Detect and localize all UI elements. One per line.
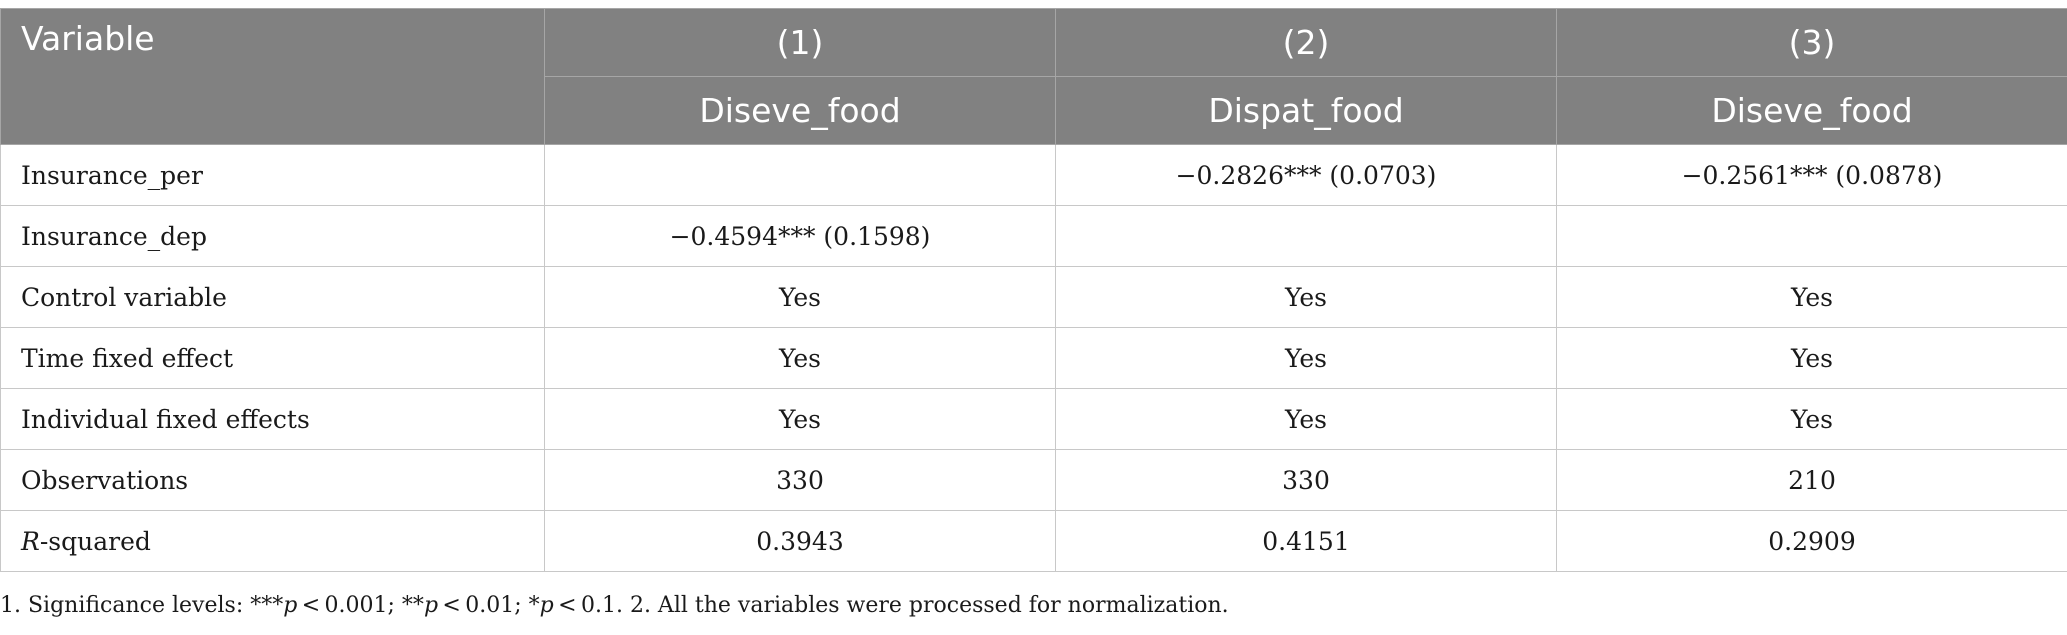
cell: 0.3943 (544, 510, 1056, 572)
r-symbol: R (21, 526, 40, 556)
column-name-1: Diseve_food (544, 76, 1056, 145)
table-row: Observations 330 330 210 (0, 449, 2067, 511)
cell: Yes (544, 388, 1056, 450)
column-number-3: (3) (1556, 8, 2067, 77)
row-label: Individual fixed effects (0, 388, 545, 450)
cell: Yes (544, 266, 1056, 328)
cell: 0.4151 (1055, 510, 1557, 572)
footnote-text: < 0.1. 2. All the variables were process… (553, 593, 1229, 618)
cell: Yes (1556, 388, 2067, 450)
cell: 330 (1055, 449, 1557, 511)
column-name-3: Diseve_food (1556, 76, 2067, 145)
cell: 330 (544, 449, 1056, 511)
table-row: R-squared 0.3943 0.4151 0.2909 (0, 510, 2067, 572)
row-label: Observations (0, 449, 545, 511)
row-label: R-squared (0, 510, 545, 572)
table-header: Variable (1) (2) (3) Diseve_food Dispat_… (0, 8, 2067, 145)
row-label: Time fixed effect (0, 327, 545, 389)
column-number-2: (2) (1055, 8, 1557, 77)
cell (1055, 205, 1557, 267)
cell: −0.4594*** (0.1598) (544, 205, 1056, 267)
table-row: Individual fixed effects Yes Yes Yes (0, 388, 2067, 450)
column-name-2: Dispat_food (1055, 76, 1557, 145)
row-label: Insurance_per (0, 144, 545, 206)
cell: −0.2561*** (0.0878) (1556, 144, 2067, 206)
table-row: Insurance_per −0.2826*** (0.0703) −0.256… (0, 144, 2067, 206)
row-label: Insurance_dep (0, 205, 545, 267)
p-symbol: p (283, 593, 298, 618)
cell: Yes (1556, 266, 2067, 328)
cell (544, 144, 1056, 206)
cell: Yes (1556, 327, 2067, 389)
cell (1556, 205, 2067, 267)
footnote-text: 1. Significance levels: *** (0, 593, 284, 618)
row-label-rest: -squared (39, 526, 151, 556)
column-number-1: (1) (544, 8, 1056, 77)
cell: Yes (1055, 388, 1557, 450)
variable-header: Variable (0, 8, 545, 145)
row-label: Control variable (0, 266, 545, 328)
cell: −0.2826*** (0.0703) (1055, 144, 1557, 206)
footnote-text: < 0.001; ** (297, 593, 424, 618)
cell: Yes (544, 327, 1056, 389)
cell: Yes (1055, 327, 1557, 389)
table-footnote: 1. Significance levels: ***p < 0.001; **… (0, 593, 1229, 618)
p-symbol: p (423, 593, 439, 618)
table-row: Insurance_dep −0.4594*** (0.1598) (0, 205, 2067, 267)
table-row: Control variable Yes Yes Yes (0, 266, 2067, 328)
p-symbol: p (539, 593, 554, 618)
regression-table: Variable (1) (2) (3) Diseve_food Dispat_… (0, 8, 2067, 572)
cell: Yes (1055, 266, 1557, 328)
table-row: Time fixed effect Yes Yes Yes (0, 327, 2067, 389)
footnote-text: < 0.01; * (438, 593, 540, 618)
cell: 0.2909 (1556, 510, 2067, 572)
cell: 210 (1556, 449, 2067, 511)
table-body: Insurance_per −0.2826*** (0.0703) −0.256… (0, 144, 2067, 572)
regression-table-container: Variable (1) (2) (3) Diseve_food Dispat_… (0, 8, 2067, 572)
